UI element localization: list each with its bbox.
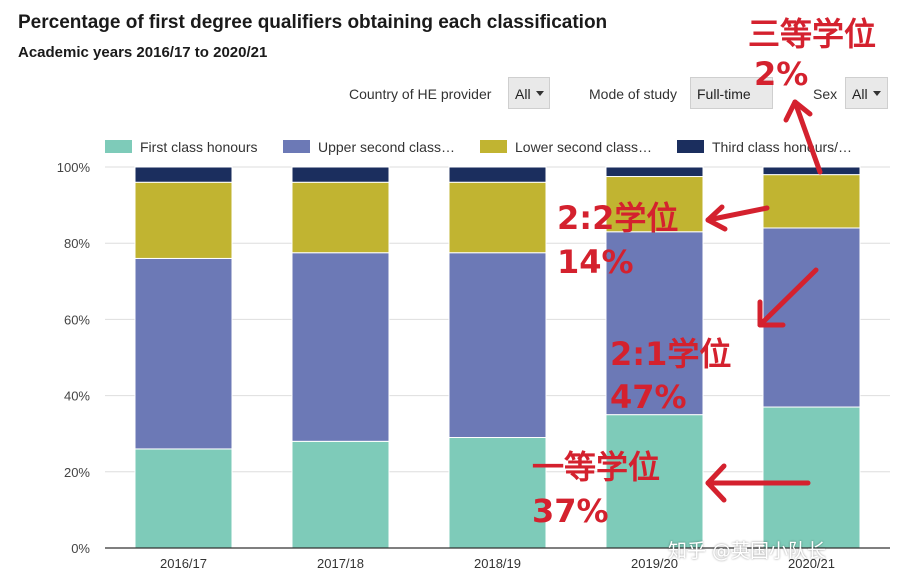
bar-segment <box>134 257 233 450</box>
bar-segment <box>291 166 390 183</box>
legend-label: Upper second class… <box>318 139 455 155</box>
legend-swatch <box>105 140 132 153</box>
bar-segment <box>291 440 390 549</box>
annotation-upper-label: 2:1学位 <box>610 335 732 373</box>
annotation-lower-value: 14% <box>557 243 634 281</box>
filter-bar: Country of HE provider All Mode of study… <box>0 77 911 111</box>
chevron-down-icon <box>535 91 544 96</box>
mode-filter-label: Mode of study <box>589 86 677 102</box>
y-tick-label: 20% <box>64 465 90 480</box>
annotation-upper-value: 47% <box>610 378 687 416</box>
bar-segment <box>448 166 547 183</box>
mode-filter-select[interactable]: Full-time <box>690 77 773 109</box>
sex-filter-value: All <box>852 86 868 102</box>
bar-segment <box>134 181 233 259</box>
bar-segment <box>605 414 704 549</box>
country-filter-label: Country of HE provider <box>349 86 492 102</box>
x-tick-label: 2017/18 <box>317 556 364 571</box>
country-filter-value: All <box>515 86 531 102</box>
chart-legend: First class honours Upper second class… … <box>0 138 911 156</box>
bar-segment <box>291 181 390 254</box>
mode-filter-value: Full-time <box>697 86 751 102</box>
legend-label: First class honours <box>140 139 258 155</box>
legend-label: Lower second class… <box>515 139 652 155</box>
bar-segment <box>605 166 704 178</box>
bar-segment <box>762 174 861 229</box>
bar-segment <box>762 166 861 176</box>
annotation-third-value: 2% <box>754 55 809 93</box>
bar-segment <box>762 227 861 408</box>
legend-swatch <box>480 140 507 153</box>
chevron-down-icon <box>872 91 881 96</box>
legend-swatch <box>677 140 704 153</box>
bar-segment <box>448 252 547 439</box>
bar-segment <box>291 252 390 442</box>
sex-filter-label: Sex <box>813 86 838 102</box>
chart-title: Percentage of first degree qualifiers ob… <box>18 12 608 33</box>
country-filter-select[interactable]: All <box>508 77 550 109</box>
bar-segment <box>762 406 861 549</box>
annotation-third-label: 三等学位 <box>748 15 877 53</box>
bar-segment <box>448 181 547 254</box>
watermark: 知乎 @英国小队长 <box>668 540 827 562</box>
annotation-first-label: 一等学位 <box>532 448 661 486</box>
x-tick-label: 2019/20 <box>631 556 678 571</box>
x-tick-label: 2020/21 <box>788 556 835 571</box>
y-tick-label: 40% <box>64 389 90 404</box>
sex-filter-select[interactable]: All <box>845 77 888 109</box>
bar-segment <box>605 176 704 233</box>
x-tick-label: 2016/17 <box>160 556 207 571</box>
y-tick-label: 80% <box>64 236 90 251</box>
y-tick-label: 0% <box>71 541 90 556</box>
annotation-lower-label: 2:2学位 <box>557 199 679 237</box>
bar-segment <box>134 166 233 183</box>
chart-subtitle: Academic years 2016/17 to 2020/21 <box>18 44 268 61</box>
y-tick-label: 100% <box>57 160 91 175</box>
legend-swatch <box>283 140 310 153</box>
y-tick-label: 60% <box>64 312 90 327</box>
x-tick-label: 2018/19 <box>474 556 521 571</box>
annotation-first-value: 37% <box>532 492 609 530</box>
bar-segment <box>134 448 233 549</box>
bar-segment <box>605 231 704 416</box>
